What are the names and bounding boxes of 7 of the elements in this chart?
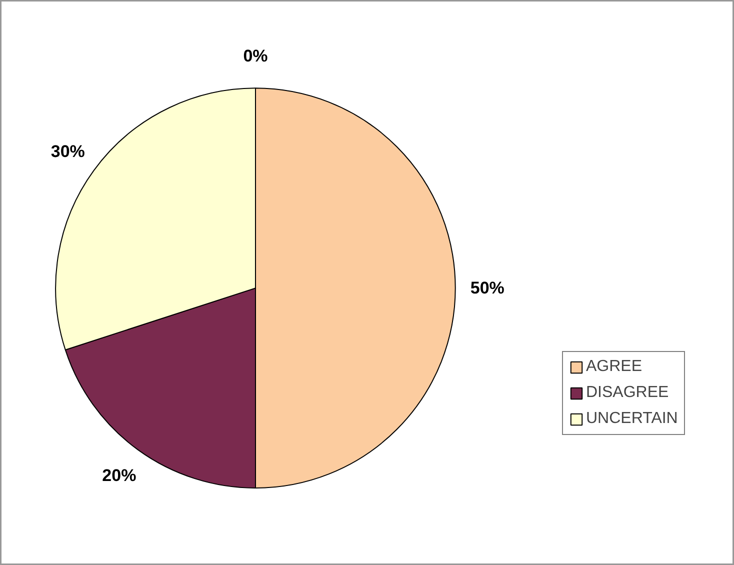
legend-label: AGREE: [586, 358, 642, 376]
data-label: 20%: [102, 466, 136, 486]
data-label: 30%: [50, 142, 85, 162]
legend-label: UNCERTAIN: [586, 410, 678, 428]
legend-label: DISAGREE: [586, 384, 669, 402]
data-label: 50%: [470, 278, 504, 298]
text: 0%: [243, 46, 268, 66]
